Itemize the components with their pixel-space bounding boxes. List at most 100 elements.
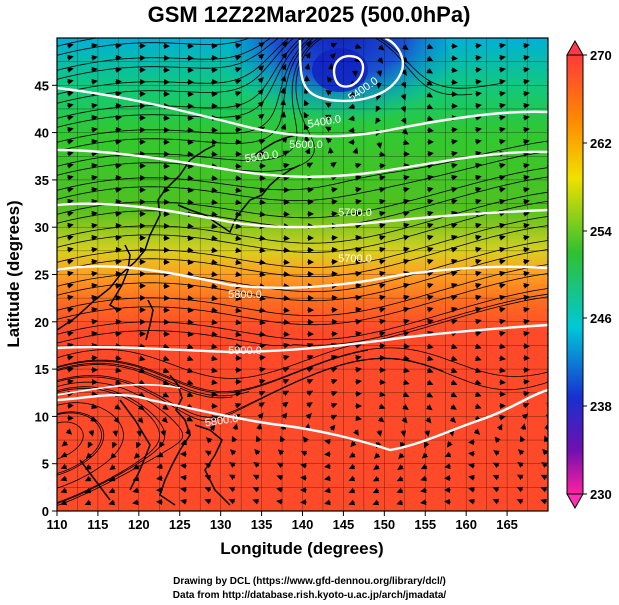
streamline [57, 249, 548, 302]
flow-arrow [498, 186, 506, 193]
flow-arrow [66, 126, 74, 133]
flow-arrow [426, 379, 434, 386]
flow-arrow [348, 91, 356, 98]
flow-arrow [114, 330, 122, 337]
flow-arrow [426, 343, 434, 350]
flow-arrow [378, 330, 386, 337]
flow-arrow [186, 367, 194, 374]
streamline [57, 38, 312, 143]
flow-arrow [402, 222, 410, 229]
streamline [57, 38, 280, 80]
flow-arrow [90, 42, 98, 49]
flow-arrow [109, 464, 116, 471]
flow-arrow [426, 246, 434, 253]
streamline [57, 38, 315, 152]
y-tick-label: 10 [35, 409, 49, 424]
streamline [57, 38, 290, 95]
flow-arrow [402, 282, 410, 289]
flow-arrow [257, 412, 264, 420]
flow-arrow [90, 174, 98, 181]
flow-arrow [66, 222, 74, 229]
flow-arrow [303, 135, 310, 143]
flow-arrow [156, 451, 164, 458]
flow-arrow [156, 463, 164, 470]
flow-arrow [84, 487, 92, 494]
flow-arrow [450, 186, 458, 193]
streamline [57, 296, 548, 379]
flow-arrow [258, 402, 265, 409]
flow-arrow [522, 402, 530, 409]
flow-arrow [401, 128, 409, 135]
flow-arrow [210, 367, 218, 374]
flow-arrow [114, 318, 122, 325]
streamline [57, 273, 548, 326]
flow-arrow [90, 114, 98, 121]
flow-arrow [522, 198, 530, 205]
flow-arrow [426, 270, 434, 277]
flow-arrow [282, 390, 290, 397]
flow-arrow [282, 150, 290, 157]
flow-arrow [300, 474, 308, 481]
flow-arrow [258, 42, 265, 49]
colorbar-tick-label: 270 [590, 48, 612, 63]
flow-arrow [234, 175, 242, 182]
flow-arrow [378, 294, 386, 301]
flow-arrow [253, 462, 260, 468]
flow-arrow [498, 42, 506, 49]
flow-arrow [108, 499, 116, 506]
flow-arrow [522, 330, 530, 337]
flow-arrow [90, 186, 98, 193]
flow-arrow [474, 90, 482, 97]
flow-arrow [210, 391, 218, 398]
flow-arrow [354, 174, 362, 181]
flow-arrow [522, 114, 530, 121]
flow-arrow [90, 150, 98, 157]
flow-arrow [498, 270, 506, 277]
flow-arrow [90, 78, 98, 85]
credit-drawing: Drawing by DCL (https://www.gfd-dennou.o… [173, 576, 446, 587]
flow-arrow [234, 319, 242, 326]
flow-arrow [234, 271, 242, 278]
flow-arrow [401, 69, 407, 76]
flow-arrow [258, 319, 266, 326]
flow-arrow [186, 223, 194, 230]
flow-arrow [522, 126, 530, 133]
flow-arrow [88, 429, 95, 437]
flow-arrow [377, 44, 385, 51]
flow-arrow [474, 379, 482, 386]
x-axis-label: Longitude (degrees) [220, 539, 383, 558]
flow-arrow [87, 441, 94, 449]
flow-arrow [402, 343, 410, 350]
flow-arrow [282, 162, 290, 169]
flow-arrow [132, 487, 140, 494]
flow-arrow [258, 187, 266, 194]
flow-arrow [474, 126, 482, 133]
flow-arrow [210, 414, 218, 421]
y-axis-label: Latitude (degrees) [4, 200, 23, 347]
flow-arrow [468, 450, 476, 457]
flow-arrow [66, 366, 74, 373]
flow-arrow [378, 318, 386, 325]
streamline [57, 386, 166, 505]
flow-arrow [258, 295, 266, 302]
flow-arrow [186, 307, 194, 314]
flow-arrow [330, 414, 338, 421]
flow-arrow [90, 198, 98, 205]
flow-arrow [258, 211, 266, 218]
flow-arrow [257, 53, 265, 60]
flow-arrow [257, 65, 265, 72]
flow-arrow [424, 429, 431, 437]
flow-arrow [498, 90, 506, 97]
flow-arrow [468, 462, 476, 469]
flow-arrow [280, 111, 287, 119]
flow-arrow [498, 367, 506, 374]
flow-arrow [474, 138, 482, 145]
flow-arrow [498, 198, 506, 205]
flow-arrow [468, 486, 476, 493]
flow-arrow [257, 76, 264, 84]
flow-arrow [228, 474, 236, 481]
flow-arrow [474, 114, 482, 121]
flow-arrow [474, 270, 482, 277]
flow-arrow [375, 105, 382, 113]
